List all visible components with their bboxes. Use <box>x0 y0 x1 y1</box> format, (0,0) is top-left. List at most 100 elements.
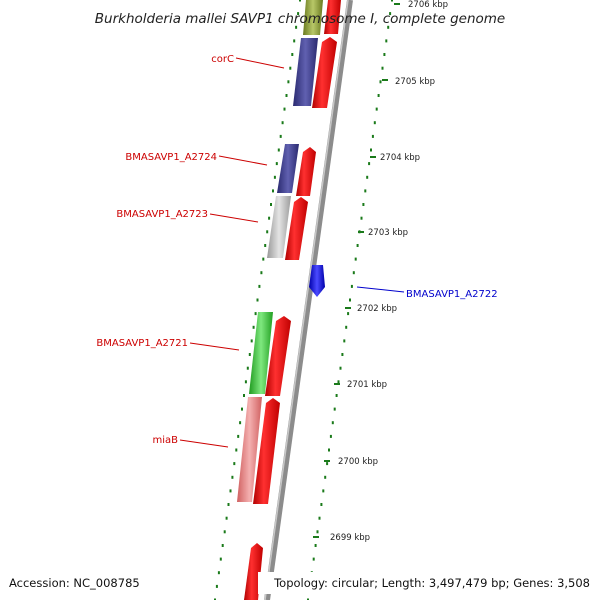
gene-label-BMASAVP1_A2721: BMASAVP1_A2721 <box>96 338 188 349</box>
track-dot <box>379 80 382 84</box>
track-dot <box>215 584 218 588</box>
track-dot <box>260 271 263 275</box>
track-dot <box>217 571 220 575</box>
track-dot <box>225 516 228 520</box>
gene-label-corC: corC <box>211 54 234 65</box>
track-dot <box>221 544 224 547</box>
track-dot <box>297 12 300 16</box>
track-dot <box>360 216 363 220</box>
track-dot <box>381 66 384 70</box>
track-dot <box>223 530 226 534</box>
track-dot <box>370 148 372 152</box>
track-dot <box>285 94 288 97</box>
track-dot <box>373 121 376 125</box>
track-dot <box>368 162 371 166</box>
track-dot <box>258 284 261 288</box>
track-dot <box>329 434 332 438</box>
track-dot <box>295 25 298 29</box>
track-dot <box>214 598 216 600</box>
track-dot <box>385 39 388 43</box>
footer-topology-bg <box>258 572 594 594</box>
track-dot <box>252 325 255 329</box>
ruler-tick-label: 2702 kbp <box>357 304 397 314</box>
track-dot <box>219 557 222 561</box>
reverse-cds-arrow <box>309 265 325 297</box>
inner-dotted-track <box>214 0 301 600</box>
track-dot <box>272 189 274 193</box>
track-dot <box>377 94 380 97</box>
track-dot <box>371 134 374 138</box>
track-dot <box>356 244 359 247</box>
track-dot <box>335 394 338 397</box>
track-dot <box>339 366 342 370</box>
cds-arrow <box>312 37 337 108</box>
track-dot <box>241 407 243 411</box>
cog-block-gray <box>267 196 291 258</box>
track-dot <box>248 353 251 356</box>
gene-label-BMASAVP1_A2723: BMASAVP1_A2723 <box>116 209 208 220</box>
cog-block-navy <box>277 144 299 193</box>
track-dot <box>312 557 315 561</box>
track-dot <box>246 366 249 370</box>
track-dot <box>250 339 253 343</box>
cog-track <box>237 0 323 502</box>
track-dot <box>268 216 271 220</box>
cds-track <box>244 0 341 600</box>
track-dot <box>256 298 259 302</box>
track-dot <box>229 489 232 493</box>
label-connectors <box>179 57 405 448</box>
track-dot <box>279 134 282 138</box>
gene-label-miaB: miaB <box>152 435 178 446</box>
track-dot <box>281 121 284 125</box>
track-dot <box>328 448 330 452</box>
footer-topology: Topology: circular; Length: 3,497,479 bp… <box>273 576 590 590</box>
track-dot <box>333 407 336 411</box>
ruler-tick-label: 2704 kbp <box>380 153 420 163</box>
cds-arrow <box>265 316 291 396</box>
track-dot <box>362 203 365 206</box>
track-dot <box>244 380 247 384</box>
cds-arrow <box>296 147 316 196</box>
ruler-tick-label: 2705 kbp <box>395 77 435 87</box>
track-dot <box>320 503 323 506</box>
track-dot <box>352 271 355 275</box>
track-dot <box>293 39 296 43</box>
track-dot <box>299 0 301 2</box>
track-dot <box>389 12 392 16</box>
track-dot <box>349 298 351 302</box>
track-dot <box>273 175 276 179</box>
genome-backbone-highlight <box>264 0 349 600</box>
track-dot <box>366 175 369 179</box>
track-dot <box>254 312 257 316</box>
track-dot <box>275 162 278 166</box>
track-dot <box>239 421 242 425</box>
ruler-tick-marks <box>313 3 400 538</box>
track-dot <box>341 353 344 356</box>
track-dot <box>383 53 386 56</box>
footer-accession: Accession: NC_008785 <box>9 576 140 590</box>
cds-arrow <box>324 0 341 34</box>
gene-label-BMASAVP1_A2722: BMASAVP1_A2722 <box>406 289 498 300</box>
track-dot <box>364 189 367 193</box>
track-dot <box>270 203 272 206</box>
cog-block-green <box>249 312 273 394</box>
cds-arrow <box>253 398 280 504</box>
track-dot <box>227 503 230 506</box>
track-dot <box>322 489 325 493</box>
track-dot <box>326 462 329 466</box>
gene-labels: corC BMASAVP1_A2724 BMASAVP1_A2723 BMASA… <box>96 54 497 446</box>
ruler-tick-label: 2700 kbp <box>338 457 378 467</box>
track-dot <box>345 325 348 329</box>
map-title: Burkholderia mallei SAVP1 chromosome I, … <box>95 11 505 27</box>
track-dot <box>266 230 269 234</box>
track-dot <box>391 0 393 2</box>
genome-backbone <box>264 0 353 600</box>
track-dot <box>277 148 280 152</box>
cog-block-navy <box>293 38 318 106</box>
track-dot <box>331 421 334 425</box>
ruler-tick-label: 2701 kbp <box>347 380 387 390</box>
track-dot <box>343 339 346 343</box>
ruler-ticks: 2706 kbp 2705 kbp 2704 kbp 2703 kbp 2702… <box>330 0 448 543</box>
track-dot <box>387 25 390 29</box>
